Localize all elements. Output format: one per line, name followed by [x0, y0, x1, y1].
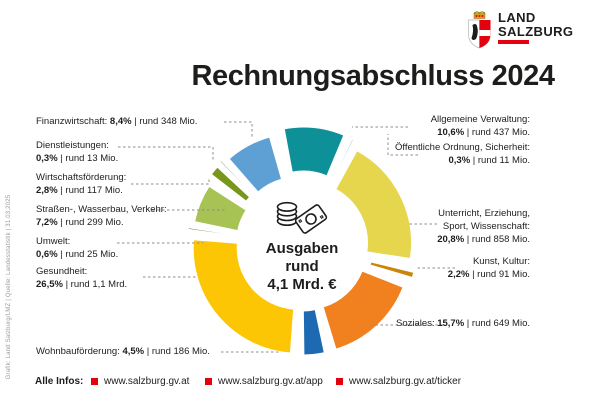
- segment-oeffentliche: [332, 138, 355, 181]
- bullet-icon: [205, 378, 212, 385]
- segment-label-dienst: Dienstleistungen: 0,3% | rund 13 Mio.: [36, 140, 119, 164]
- center-line3: 4,1 Mrd. €: [267, 276, 337, 293]
- segment-label-wohnbau: Wohnbauförderung: 4,5% | rund 186 Mio.: [36, 346, 210, 357]
- segment-label-gesundheit: Gesundheit: 26,5% | rund 1,1 Mrd.: [36, 266, 128, 290]
- segment-label-wirtschaft: Wirtschaftsförderung: 2,8% | rund 117 Mio…: [36, 172, 127, 196]
- bullet-icon: [336, 378, 343, 385]
- page-title: Rechnungsabschluss 2024: [191, 60, 555, 92]
- segment-soziales: [322, 270, 404, 350]
- segment-label-unterricht: Unterricht, Erziehung, Sport, Wissenschaf…: [437, 208, 530, 245]
- credit-note: Grafik: Land Salzburg/LMZ | Quelle: Land…: [6, 194, 12, 380]
- center-line1: Ausgaben: [265, 240, 339, 257]
- leader-line-wirtschaft: [131, 178, 210, 185]
- footer-info-label: Alle Infos:: [35, 376, 84, 387]
- chart-center-label: Ausgaben rund 4,1 Mrd. €: [242, 240, 362, 294]
- segment-dienst: [219, 159, 253, 194]
- segment-kunst: [369, 261, 415, 279]
- leader-line-dienst: [118, 146, 214, 160]
- crest-icon: [468, 11, 491, 49]
- logo-text-line1: LAND: [498, 10, 536, 25]
- segment-strassen: [194, 185, 247, 232]
- footer-link-label[interactable]: www.salzburg.gv.at/app: [218, 376, 323, 387]
- leader-line-oeffentliche: [387, 134, 418, 156]
- footer-link-label[interactable]: www.salzburg.gv.at/ticker: [349, 376, 462, 387]
- footer-link-app[interactable]: www.salzburg.gv.at/app: [205, 376, 323, 387]
- segment-label-umwelt: Umwelt: 0,6% | rund 25 Mio.: [36, 236, 119, 260]
- bullet-icon: [91, 378, 98, 385]
- footer-link-ticker[interactable]: www.salzburg.gv.at/ticker: [336, 376, 461, 387]
- segment-wirtschaft: [210, 166, 251, 202]
- segment-label-allgemeine: Allgemeine Verwaltung: 10,6% | rund 437 M…: [430, 114, 530, 138]
- leader-line-finanz: [224, 121, 253, 139]
- segment-label-soziales: Soziales: 15,7% | rund 649 Mio.: [396, 318, 530, 329]
- money-icon: [276, 201, 328, 234]
- segment-umwelt: [187, 227, 233, 236]
- segment-gesundheit: [192, 239, 295, 354]
- segment-wohnbau: [302, 309, 325, 356]
- logo-text-line2: SALZBURG: [498, 23, 574, 39]
- logo: LAND SALZBURG: [466, 11, 573, 49]
- logo-underline: [498, 40, 529, 44]
- segment-label-strassen: Straßen-, Wasserbau, Verkehr: 7,2% | rund…: [36, 204, 167, 228]
- center-line2: rund: [285, 258, 319, 275]
- segment-label-kunst: Kunst, Kultur: 2,2% | rund 91 Mio.: [447, 256, 530, 280]
- segment-finanz: [228, 136, 283, 193]
- footer-link-label[interactable]: www.salzburg.gv.at: [104, 376, 190, 387]
- segment-allgemeine: [283, 126, 345, 177]
- segment-label-oeffentliche: Öffentliche Ordnung, Sicherheit: 0,3% | r…: [394, 142, 530, 166]
- footer-link-web[interactable]: www.salzburg.gv.at: [91, 376, 189, 387]
- segment-unterricht: [335, 150, 412, 260]
- segment-label-finanz: Finanzwirtschaft: 8,4% | rund 348 Mio.: [36, 116, 198, 127]
